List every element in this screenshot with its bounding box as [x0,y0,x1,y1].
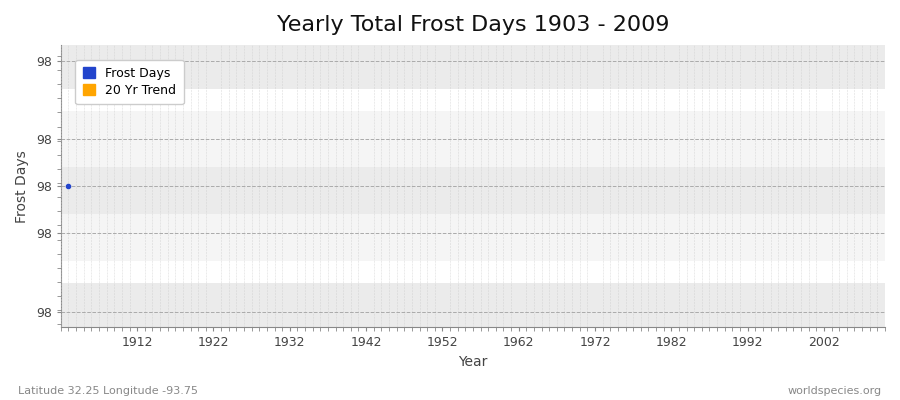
Text: worldspecies.org: worldspecies.org [788,386,882,396]
Title: Yearly Total Frost Days 1903 - 2009: Yearly Total Frost Days 1903 - 2009 [276,15,670,35]
Legend: Frost Days, 20 Yr Trend: Frost Days, 20 Yr Trend [76,60,184,104]
Bar [61,32,885,89]
X-axis label: Year: Year [458,355,488,369]
Bar [61,111,885,167]
Bar [61,284,885,340]
Text: Latitude 32.25 Longitude -93.75: Latitude 32.25 Longitude -93.75 [18,386,198,396]
Y-axis label: Frost Days: Frost Days [15,150,29,222]
Bar [61,205,885,262]
Bar [61,158,885,214]
